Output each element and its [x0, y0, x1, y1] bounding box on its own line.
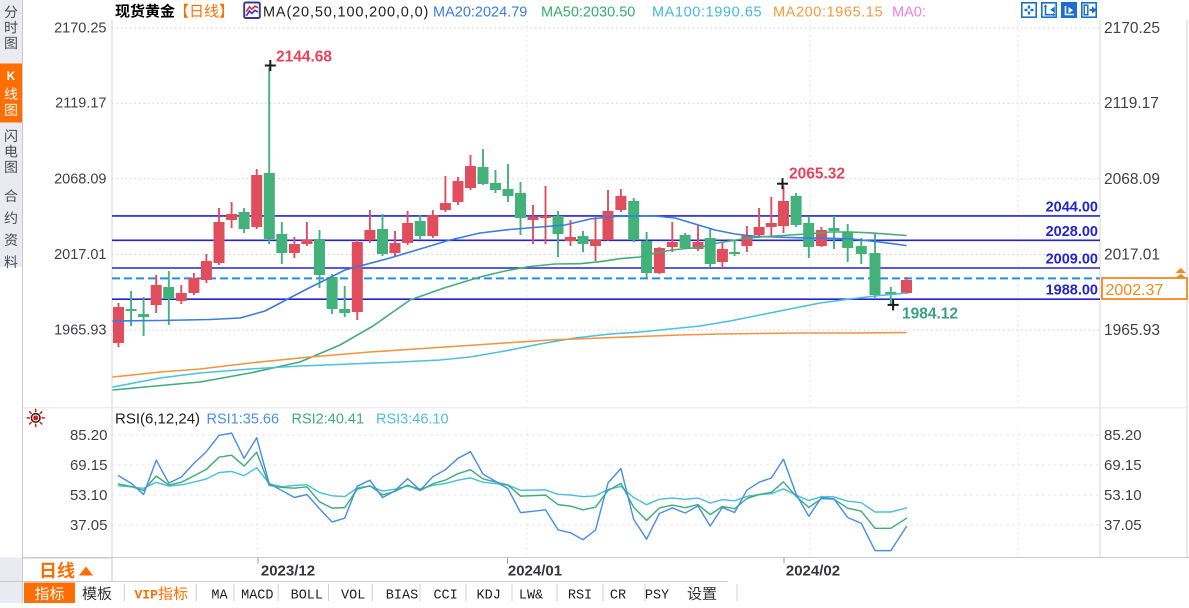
svg-text:MA100:1990.65: MA100:1990.65 [652, 5, 762, 21]
svg-text:MACD: MACD [241, 589, 273, 604]
svg-text:2170.25: 2170.25 [54, 21, 106, 37]
svg-text:69.15: 69.15 [1104, 457, 1142, 474]
svg-text:2170.25: 2170.25 [1104, 20, 1160, 37]
svg-text:MA(20,50,100,200,0,0): MA(20,50,100,200,0,0) [263, 5, 429, 21]
svg-text:RSI2:40.41: RSI2:40.41 [292, 412, 365, 428]
svg-text:RSI1:35.66: RSI1:35.66 [207, 412, 280, 428]
svg-text:2119.17: 2119.17 [1104, 95, 1159, 112]
svg-text:1965.93: 1965.93 [54, 323, 106, 339]
svg-text:2144.68: 2144.68 [276, 49, 332, 66]
svg-text:53.10: 53.10 [1104, 487, 1142, 504]
svg-text:K: K [7, 69, 16, 83]
svg-text:1984.12: 1984.12 [902, 306, 958, 323]
svg-text:37.05: 37.05 [70, 517, 108, 534]
svg-text:MA200:1965.15: MA200:1965.15 [773, 5, 883, 21]
svg-text:VIP: VIP [135, 588, 159, 603]
svg-text:37.05: 37.05 [1104, 517, 1142, 534]
svg-text:2017.01: 2017.01 [54, 247, 106, 263]
svg-text:1988.00: 1988.00 [1046, 283, 1098, 299]
svg-text:2023/12: 2023/12 [261, 563, 315, 580]
svg-text:BIAS: BIAS [386, 589, 418, 604]
svg-text:1965.93: 1965.93 [1104, 322, 1160, 339]
svg-text:RSI3:46.10: RSI3:46.10 [376, 412, 449, 428]
svg-text:2017.01: 2017.01 [1104, 247, 1160, 264]
svg-text:KDJ: KDJ [477, 589, 501, 604]
svg-text:53.10: 53.10 [70, 487, 108, 504]
svg-text:2065.32: 2065.32 [789, 166, 845, 183]
svg-text:2002.37: 2002.37 [1106, 282, 1164, 299]
svg-text:2044.00: 2044.00 [1046, 199, 1098, 215]
svg-text:85.20: 85.20 [70, 427, 108, 444]
svg-text:2119.17: 2119.17 [55, 96, 106, 112]
svg-text:MA50:2030.50: MA50:2030.50 [541, 5, 635, 21]
svg-text:MA: MA [211, 589, 228, 604]
svg-text:LW&: LW& [519, 589, 543, 604]
svg-text:CCI: CCI [433, 589, 457, 604]
svg-text:MA20:2024.79: MA20:2024.79 [433, 5, 527, 21]
svg-text:2024/01: 2024/01 [508, 563, 562, 580]
svg-text:BOLL: BOLL [291, 589, 323, 604]
svg-text:69.15: 69.15 [70, 457, 108, 474]
svg-text:RSI: RSI [568, 589, 592, 604]
svg-text:2068.09: 2068.09 [1104, 171, 1160, 188]
svg-text:2024/02: 2024/02 [786, 563, 840, 580]
svg-text:MA0:: MA0: [892, 5, 926, 21]
svg-text:2028.00: 2028.00 [1046, 224, 1098, 240]
svg-text:2009.00: 2009.00 [1046, 252, 1098, 268]
svg-text:RSI(6,12,24): RSI(6,12,24) [115, 411, 200, 428]
svg-text:VOL: VOL [341, 589, 365, 604]
svg-text:85.20: 85.20 [1104, 427, 1142, 444]
svg-text:PSY: PSY [645, 589, 669, 604]
svg-text:2068.09: 2068.09 [54, 171, 106, 187]
svg-text:CR: CR [610, 589, 626, 604]
